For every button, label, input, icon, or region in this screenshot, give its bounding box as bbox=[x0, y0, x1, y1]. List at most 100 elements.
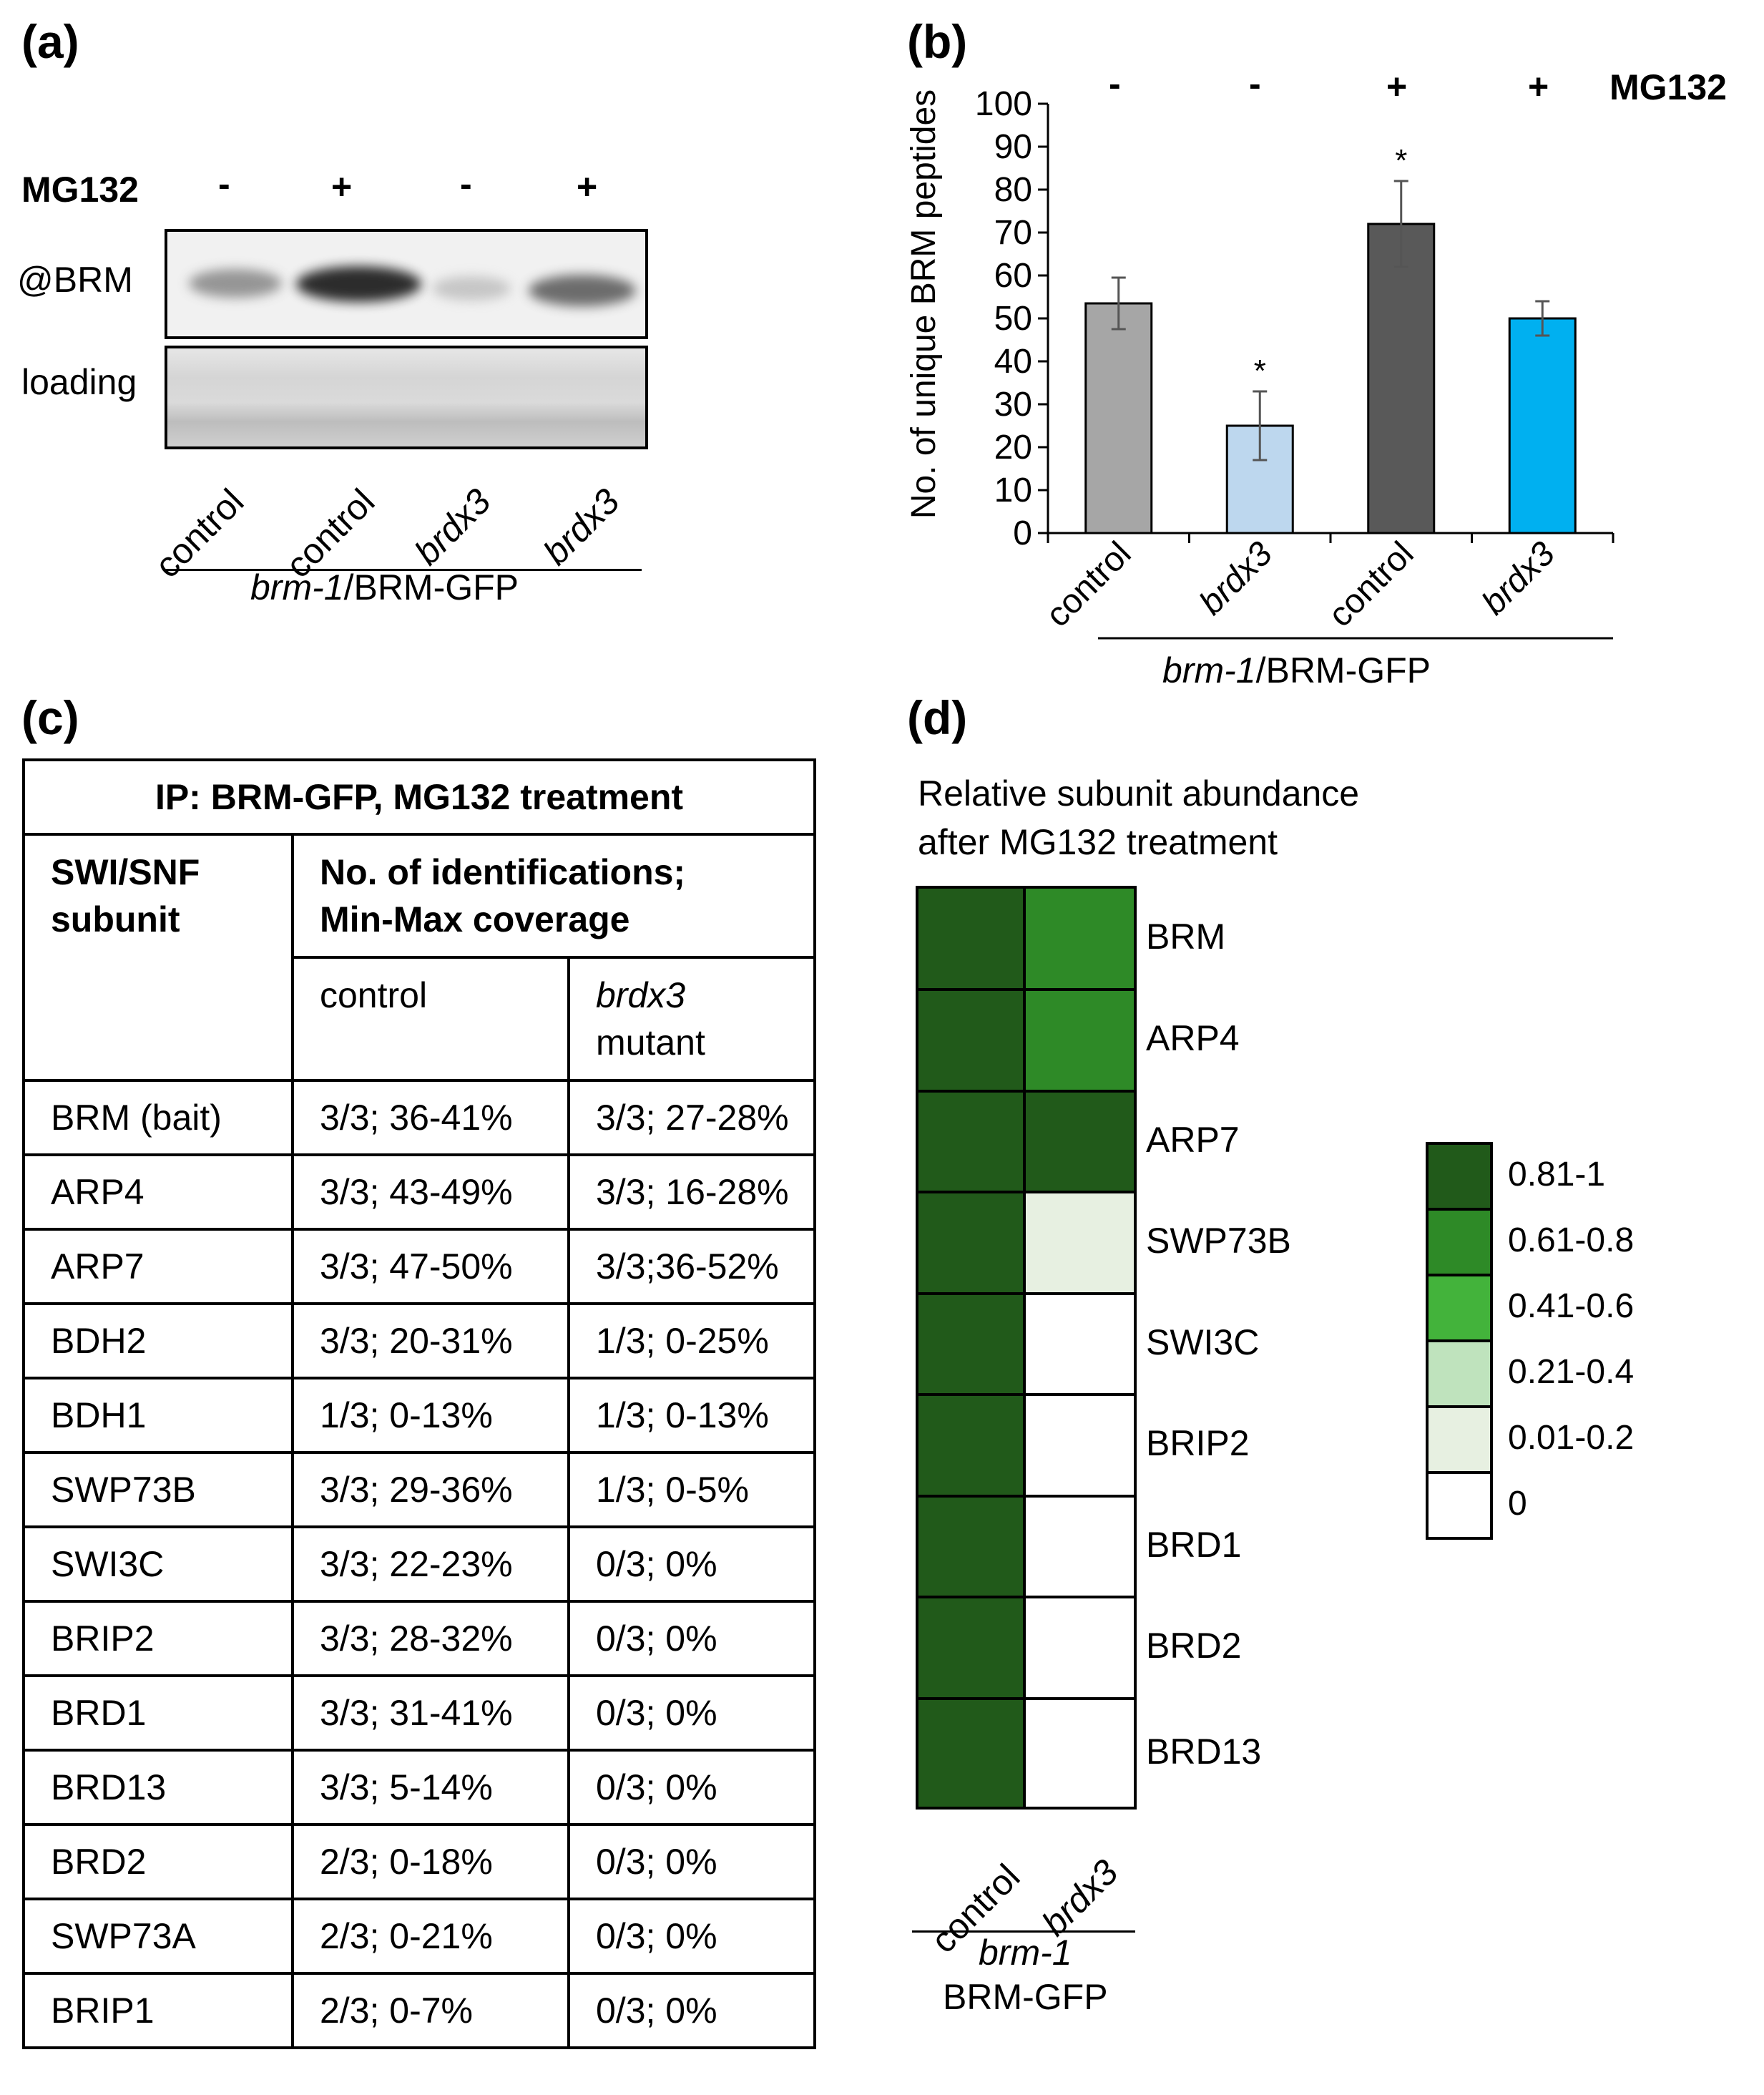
heatmap-cell-control bbox=[916, 1090, 1026, 1193]
legend-swatch bbox=[1426, 1142, 1493, 1211]
table-row: BRD2 2/3; 0-18% 0/3; 0% bbox=[22, 1823, 816, 1900]
subunit-cell: BDH1 bbox=[22, 1377, 294, 1454]
panel-d-genotype-italic: brm-1 bbox=[979, 1933, 1072, 1973]
legend-swatch bbox=[1426, 1274, 1493, 1342]
panel-b-genotype: brm-1/BRM-GFP bbox=[1162, 650, 1431, 691]
table-row: ARP4 3/3; 43-49% 3/3; 16-28% bbox=[22, 1153, 816, 1231]
panel-b-treatment-label: MG132 bbox=[1609, 67, 1727, 107]
mutant-cell: 0/3; 0% bbox=[567, 1749, 816, 1826]
heatmap-cell-control bbox=[916, 1393, 1026, 1498]
table-row: BDH2 3/3; 20-31% 1/3; 0-25% bbox=[22, 1302, 816, 1379]
mutant-cell: 0/3; 0% bbox=[567, 1600, 816, 1677]
panel-a-treatment-label: MG132 bbox=[21, 170, 139, 210]
x-category-label: control bbox=[1321, 534, 1421, 634]
ip-table: IP: BRM-GFP, MG132 treatment SWI/SNF sub… bbox=[22, 758, 816, 2049]
y-tick-label: 30 bbox=[994, 386, 1032, 424]
y-tick-label: 40 bbox=[994, 343, 1032, 381]
subunit-cell: ARP7 bbox=[22, 1228, 294, 1305]
subunit-cell: BRM (bait) bbox=[22, 1079, 294, 1156]
x-category-label: brdx3 bbox=[1192, 534, 1280, 622]
bar-1 bbox=[1084, 302, 1153, 534]
legend-swatch bbox=[1426, 1471, 1493, 1540]
panel-a-genotype-rest: /BRM-GFP bbox=[343, 567, 519, 607]
panel-a-sign-2: + bbox=[331, 167, 353, 207]
brm-band-lane-4 bbox=[529, 275, 636, 306]
heatmap-cell-brdx3 bbox=[1023, 1191, 1137, 1295]
legend-label: 0 bbox=[1508, 1485, 1527, 1523]
control-cell: 3/3; 28-32% bbox=[291, 1600, 570, 1677]
heatmap-cell-control bbox=[916, 886, 1026, 991]
col-mutant-header-italic: brdx3 bbox=[596, 975, 686, 1015]
mutant-cell: 0/3; 0% bbox=[567, 1674, 816, 1752]
panel-a-genotype: brm-1/BRM-GFP bbox=[250, 567, 519, 608]
heatmap-title-line1: Relative subunit abundance bbox=[918, 773, 1360, 814]
control-cell: 3/3; 36-41% bbox=[291, 1079, 570, 1156]
heatmap-row-label: SWP73B bbox=[1146, 1221, 1291, 1261]
x-category-label: control bbox=[1039, 534, 1138, 634]
legend-label: 0.01-0.2 bbox=[1508, 1419, 1635, 1457]
y-tick-label: 50 bbox=[994, 300, 1032, 338]
table-row: BRIP1 2/3; 0-7% 0/3; 0% bbox=[22, 1972, 816, 2049]
mutant-cell: 0/3; 0% bbox=[567, 1823, 816, 1900]
control-cell: 3/3; 29-36% bbox=[291, 1451, 570, 1528]
legend-label: 0.61-0.8 bbox=[1508, 1221, 1635, 1259]
panel-b-sign-2: - bbox=[1249, 64, 1261, 104]
panel-c-label: (c) bbox=[21, 691, 79, 744]
panel-b-sign-1: - bbox=[1109, 64, 1121, 104]
legend-label: 0.41-0.6 bbox=[1508, 1287, 1635, 1325]
panel-a-sign-1: - bbox=[218, 164, 230, 204]
legend-label: 0.81-1 bbox=[1508, 1156, 1606, 1193]
y-tick-label: 60 bbox=[994, 257, 1032, 295]
heatmap-row-label: BRIP2 bbox=[1146, 1423, 1250, 1463]
bar-3 bbox=[1367, 223, 1436, 534]
panel-a-lane-3-label: brdx3 bbox=[406, 481, 499, 573]
bar-4 bbox=[1508, 317, 1577, 534]
table-row: BRD13 3/3; 5-14% 0/3; 0% bbox=[22, 1749, 816, 1826]
ip-table-title: IP: BRM-GFP, MG132 treatment bbox=[22, 758, 816, 836]
mutant-cell: 0/3; 0% bbox=[567, 1972, 816, 2049]
bar-chart: 0 10 20 30 40 50 60 70 80 90 100 No. of unique BRM … bbox=[905, 85, 1614, 640]
table-row: BRD1 3/3; 31-41% 0/3; 0% bbox=[22, 1674, 816, 1752]
heatmap-cell-control bbox=[916, 988, 1026, 1093]
subunit-cell: SWP73B bbox=[22, 1451, 294, 1528]
mutant-cell: 1/3; 0-13% bbox=[567, 1377, 816, 1454]
heatmap-cell-control bbox=[916, 1495, 1026, 1598]
y-tick-label: 20 bbox=[994, 429, 1032, 467]
control-cell: 3/3; 20-31% bbox=[291, 1302, 570, 1379]
heatmap-row-label: BRD13 bbox=[1146, 1731, 1262, 1772]
subunit-cell: BDH2 bbox=[22, 1302, 294, 1379]
col-subunit-header-line2: subunit bbox=[51, 899, 180, 939]
heatmap-cell-brdx3 bbox=[1023, 1090, 1137, 1193]
heatmap-cell-control bbox=[916, 1191, 1026, 1295]
brm-band-lane-1 bbox=[189, 269, 282, 298]
heatmap-row-label: SWI3C bbox=[1146, 1322, 1260, 1362]
panel-a-genotype-italic: brm-1 bbox=[250, 567, 344, 607]
heatmap-cell-control bbox=[916, 1596, 1026, 1700]
heatmap-row-label: ARP7 bbox=[1146, 1119, 1240, 1160]
panel-b-sign-4: + bbox=[1528, 67, 1549, 107]
mutant-cell: 1/3; 0-5% bbox=[567, 1451, 816, 1528]
y-tick-label: 10 bbox=[994, 472, 1032, 509]
control-cell: 3/3; 43-49% bbox=[291, 1153, 570, 1231]
control-cell: 3/3; 47-50% bbox=[291, 1228, 570, 1305]
table-row: BDH1 1/3; 0-13% 1/3; 0-13% bbox=[22, 1377, 816, 1454]
table-row: ARP7 3/3; 47-50% 3/3;36-52% bbox=[22, 1228, 816, 1305]
control-cell: 3/3; 5-14% bbox=[291, 1749, 570, 1826]
mutant-cell: 0/3; 0% bbox=[567, 1898, 816, 1975]
col-mutant-header-rest: mutant bbox=[596, 1022, 705, 1063]
heatmap-row-label: BRD2 bbox=[1146, 1626, 1242, 1666]
mutant-cell: 1/3; 0-25% bbox=[567, 1302, 816, 1379]
subunit-cell: ARP4 bbox=[22, 1153, 294, 1231]
table-row: BRIP2 3/3; 28-32% 0/3; 0% bbox=[22, 1600, 816, 1677]
mutant-cell: 3/3; 27-28% bbox=[567, 1079, 816, 1156]
subunit-cell: BRD13 bbox=[22, 1749, 294, 1826]
heatmap-cell-control bbox=[916, 1292, 1026, 1396]
legend-swatch bbox=[1426, 1339, 1493, 1408]
mutant-cell: 0/3; 0% bbox=[567, 1525, 816, 1603]
panel-a-sign-3: - bbox=[460, 164, 472, 204]
brm-band-lane-3 bbox=[432, 276, 511, 301]
legend-label: 0.21-0.4 bbox=[1508, 1353, 1635, 1391]
heatmap-cell-brdx3 bbox=[1023, 1596, 1137, 1700]
panel-d-genotype-line bbox=[912, 1930, 1135, 1933]
control-cell: 2/3; 0-7% bbox=[291, 1972, 570, 2049]
